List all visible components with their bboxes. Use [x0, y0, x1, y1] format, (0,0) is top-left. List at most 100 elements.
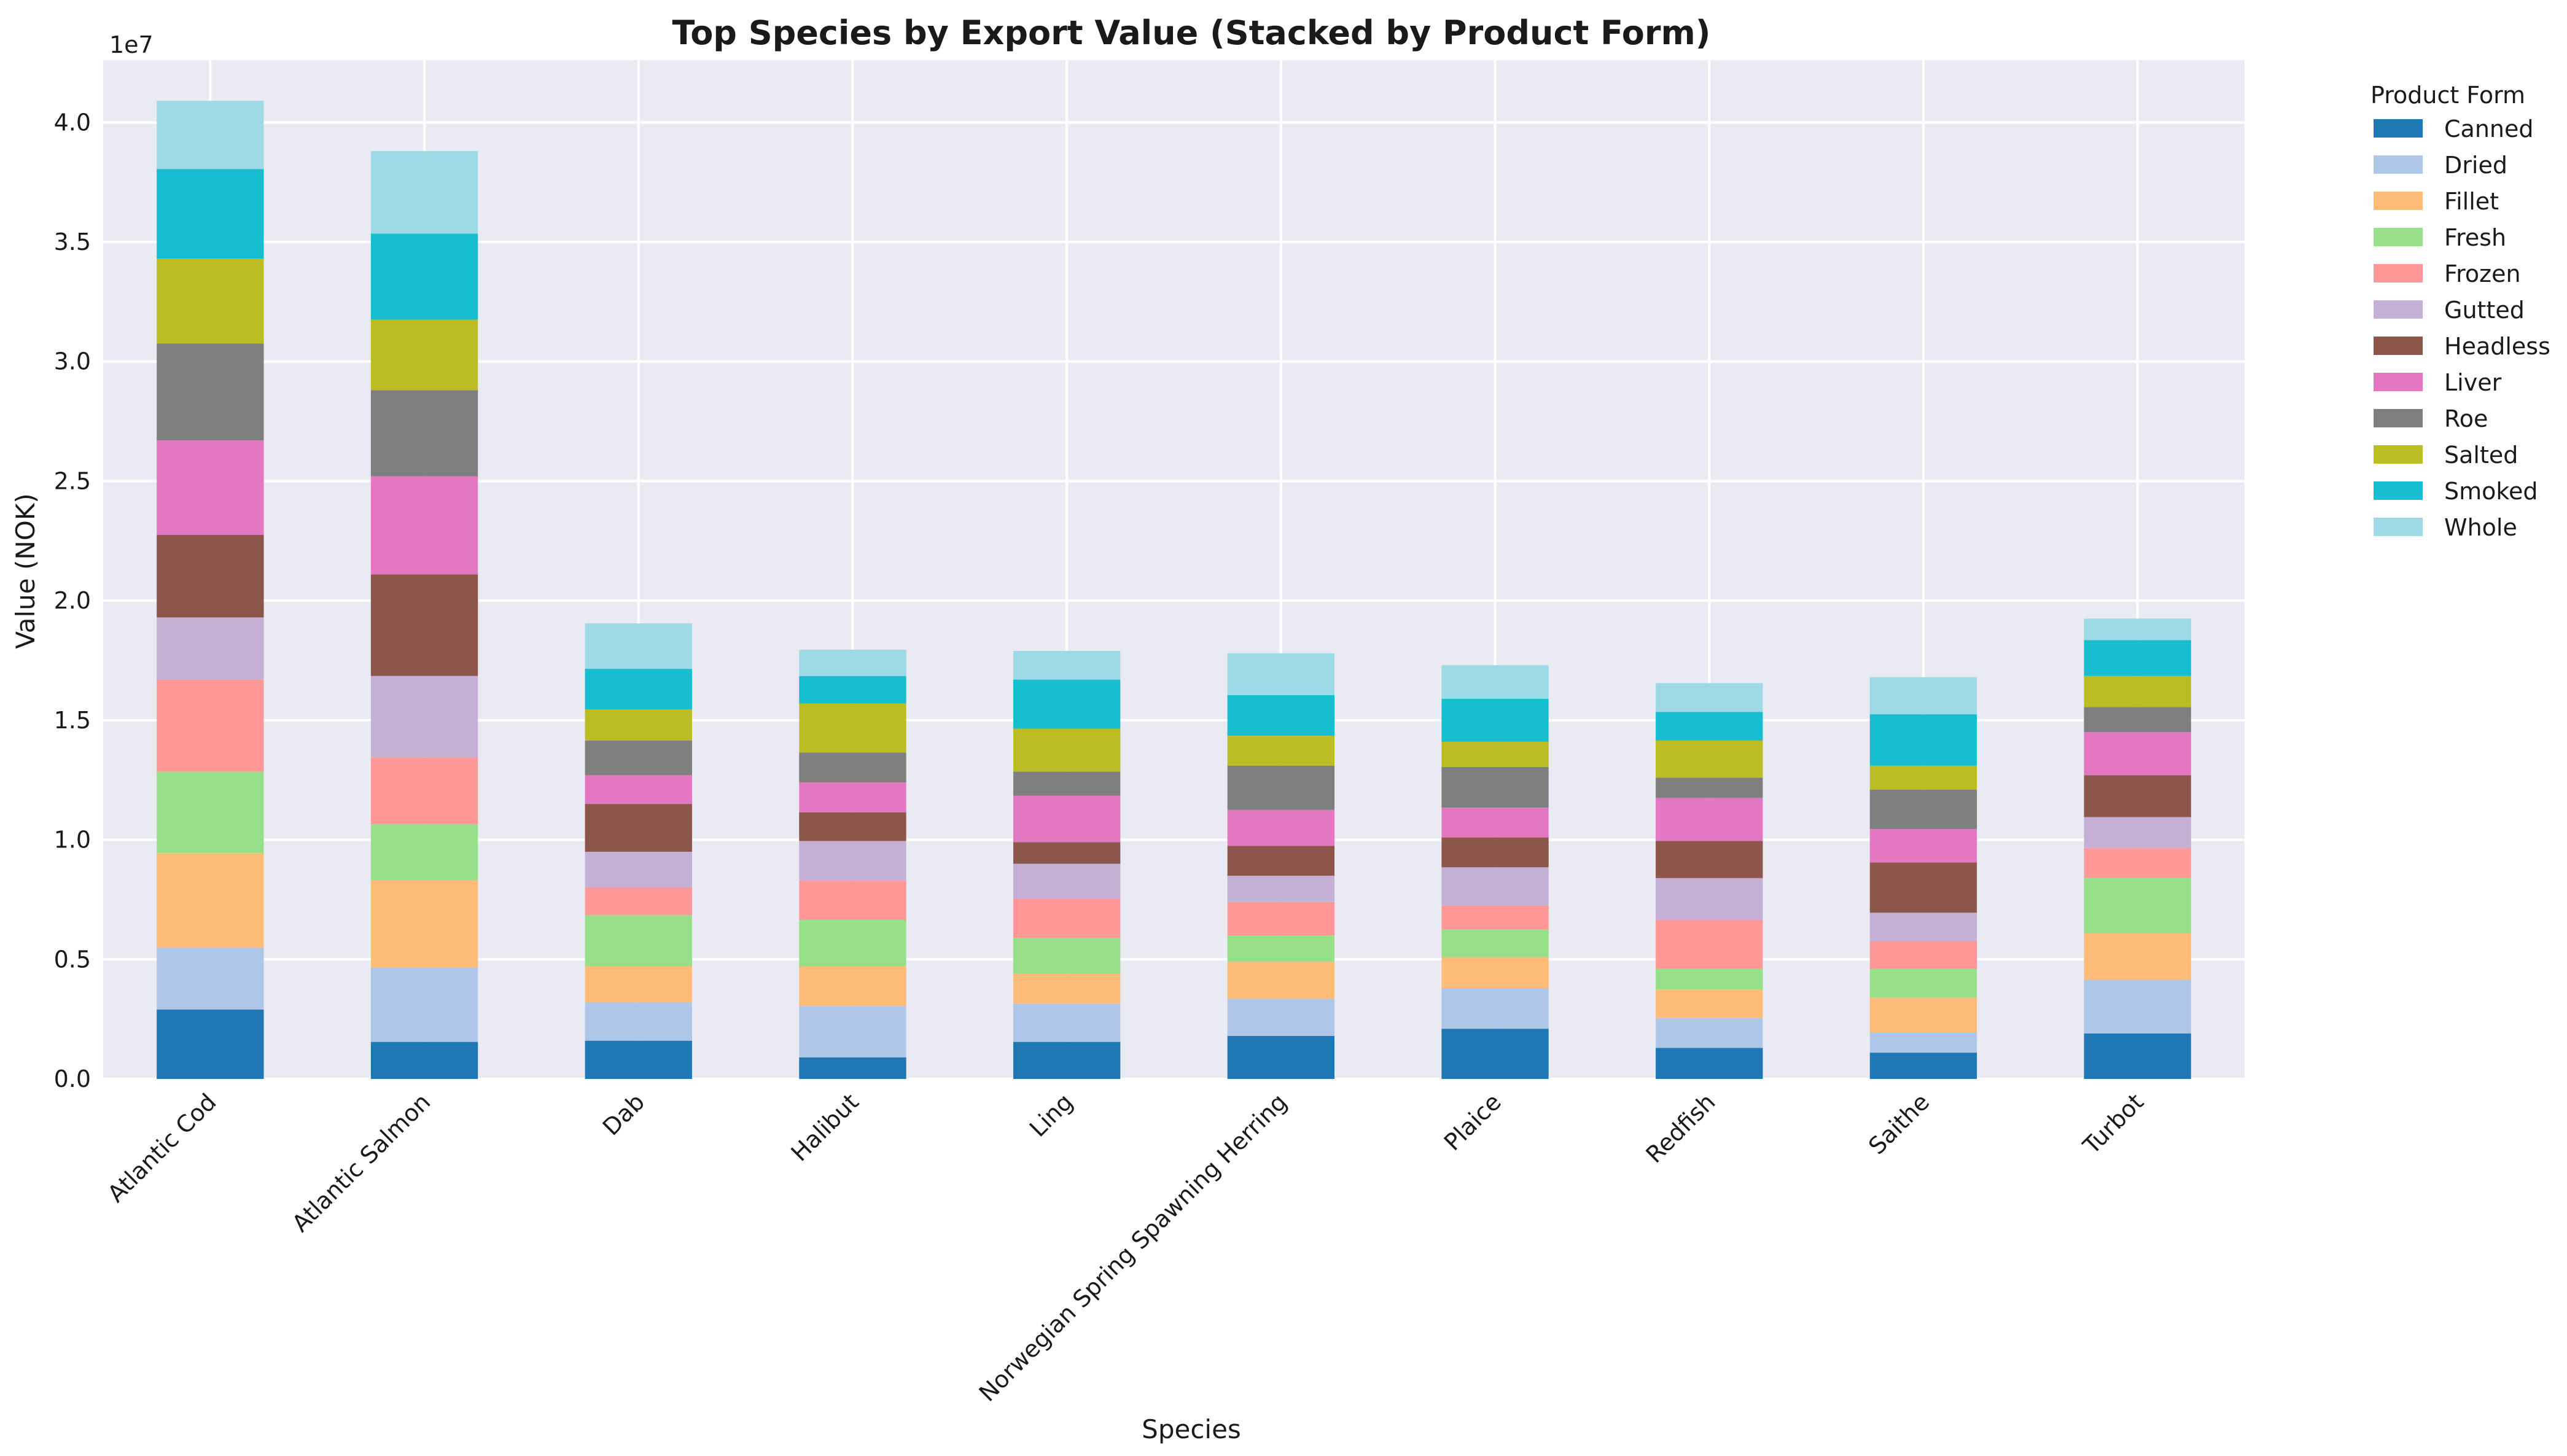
- bar-segment: [1656, 777, 1763, 798]
- y-tick-label: 0.5: [54, 946, 91, 973]
- legend-item: Smoked: [2374, 478, 2538, 505]
- bar-segment: [1869, 765, 1977, 790]
- bar-segment: [1227, 846, 1335, 876]
- bar-segment: [585, 887, 692, 916]
- legend-item: Salted: [2374, 442, 2518, 469]
- bar-segment: [1441, 1029, 1549, 1079]
- y-tick-label: 1.5: [54, 707, 91, 734]
- bar-segment: [585, 740, 692, 776]
- bar-segment: [799, 841, 906, 881]
- legend-label: Liver: [2444, 369, 2502, 396]
- bar-segment: [370, 476, 478, 575]
- legend-swatch: [2374, 192, 2423, 210]
- bar-segment: [799, 782, 906, 812]
- bar-segment: [1656, 989, 1763, 1018]
- x-axis-label: Species: [1142, 1414, 1241, 1444]
- legend-item: Liver: [2374, 369, 2502, 396]
- bar-segment: [370, 1041, 478, 1079]
- bar-segment: [2084, 775, 2191, 817]
- bar-segment: [1869, 862, 1977, 913]
- bar-segment: [1656, 878, 1763, 921]
- y-axis-label: Value (NOK): [10, 493, 41, 648]
- bar-segment: [370, 319, 478, 391]
- y-tick-label: 3.0: [54, 348, 91, 375]
- bar-segment: [1227, 765, 1335, 810]
- bar-segment: [1227, 962, 1335, 999]
- y-tick-label: 1.0: [54, 827, 91, 854]
- bar-segment: [2084, 1034, 2191, 1079]
- y-axis-ticks: 0.0 0.5 1.0 1.5 2.0 2.5 3.0 3.5 4.0: [54, 109, 91, 1092]
- y-tick-label: 2.0: [54, 587, 91, 614]
- bar-segment: [585, 1040, 692, 1079]
- bar-segment: [1869, 968, 1977, 998]
- bar-segment: [1656, 1048, 1763, 1079]
- bar-segment: [1656, 841, 1763, 878]
- bar-segment: [585, 623, 692, 669]
- legend-label: Fresh: [2444, 224, 2506, 251]
- y-tick-label: 3.5: [54, 228, 91, 255]
- legend-swatch: [2374, 300, 2423, 319]
- legend-swatch: [2374, 481, 2423, 500]
- bar-segment: [157, 947, 264, 1010]
- bar-segment: [799, 880, 906, 921]
- bar-segment: [2084, 732, 2191, 776]
- bar-segment: [1227, 999, 1335, 1036]
- bar-segment: [799, 1006, 906, 1057]
- legend-swatch: [2374, 409, 2423, 427]
- bar-segment: [370, 757, 478, 825]
- bar-segment: [370, 824, 478, 881]
- bar-segment: [1227, 1035, 1335, 1079]
- bar-segment: [157, 343, 264, 441]
- bar-segment: [1441, 665, 1549, 699]
- legend-swatch: [2374, 337, 2423, 355]
- legend-item: Canned: [2374, 115, 2534, 142]
- bars: [157, 101, 2191, 1079]
- bar-segment: [370, 880, 478, 968]
- legend-title: Product Form: [2370, 82, 2525, 109]
- legend-label: Canned: [2444, 115, 2534, 142]
- bar-segment: [799, 920, 906, 967]
- legend-label: Headless: [2444, 333, 2550, 360]
- legend-label: Dried: [2444, 152, 2507, 179]
- bar-segment: [1441, 698, 1549, 742]
- y-axis-offset-label: 1e7: [109, 31, 154, 58]
- bar-segment: [1013, 863, 1121, 898]
- bar-segment: [799, 703, 906, 753]
- bar-segment: [1441, 837, 1549, 868]
- bar-segment: [1441, 807, 1549, 838]
- bar-segment: [1869, 941, 1977, 969]
- bar-segment: [1013, 771, 1121, 796]
- legend-swatch: [2374, 518, 2423, 536]
- legend-label: Gutted: [2444, 297, 2525, 324]
- bar-segment: [1656, 740, 1763, 778]
- bar-segment: [799, 1057, 906, 1079]
- bar-segment: [585, 709, 692, 741]
- bar-segment: [157, 169, 264, 259]
- bar-segment: [585, 804, 692, 852]
- legend-label: Frozen: [2444, 260, 2521, 287]
- bar-segment: [799, 966, 906, 1006]
- legend-swatch: [2374, 373, 2423, 391]
- bar-segment: [1869, 829, 1977, 863]
- bar-segment: [1441, 929, 1549, 957]
- bar-segment: [799, 752, 906, 783]
- bar-segment: [1656, 683, 1763, 712]
- bar-segment: [1013, 1003, 1121, 1042]
- bar-segment: [370, 967, 478, 1042]
- bar-segment: [1013, 728, 1121, 772]
- bar-segment: [1227, 935, 1335, 962]
- legend-swatch: [2374, 264, 2423, 282]
- legend-item: Headless: [2374, 333, 2550, 360]
- bar-segment: [1869, 1032, 1977, 1053]
- bar-segment: [1013, 842, 1121, 864]
- legend-label: Salted: [2444, 442, 2518, 469]
- legend-item: Frozen: [2374, 260, 2521, 287]
- bar-segment: [1441, 988, 1549, 1029]
- bar-segment: [2084, 640, 2191, 676]
- chart-title: Top Species by Export Value (Stacked by …: [672, 14, 1711, 52]
- bar-segment: [2084, 817, 2191, 849]
- legend-item: Whole: [2374, 514, 2517, 541]
- bar-segment: [585, 1002, 692, 1041]
- bar-segment: [1227, 901, 1335, 936]
- legend-label: Whole: [2444, 514, 2517, 541]
